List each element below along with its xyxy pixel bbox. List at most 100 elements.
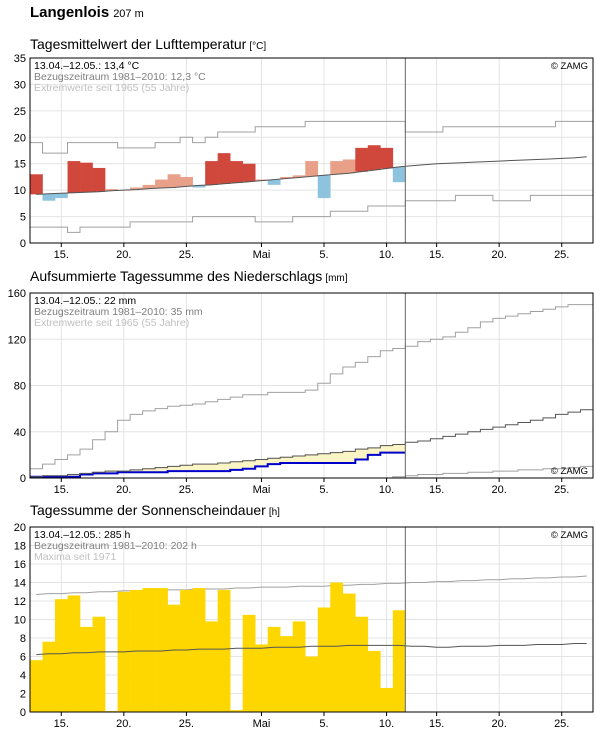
temperature-xtick-label: 5. [319,249,328,261]
sunshine-xtick-label: 10. [379,718,394,729]
precipitation-reference-line [30,409,593,478]
temperature-reference-line [36,156,587,195]
sunshine-day-bar [380,687,394,712]
precipitation-frame [29,292,594,479]
temperature-frame [29,57,594,244]
sunshine-day-bar [30,660,43,712]
precipitation-xtick-label: 5. [319,484,328,496]
temperature-day-bar [330,161,344,175]
temperature-day-bar [317,175,331,199]
temperature-xtick-label: 20. [492,249,507,261]
sunshine-day-bar [80,626,93,712]
temperature-ytick-label: 15 [14,159,26,171]
sunshine-frame [29,526,594,713]
sunshine-maxima-line [36,575,587,595]
precipitation-info-line: 13.04.–12.05.: 22 mm [34,295,136,307]
temperature-day-bar [42,193,56,201]
precipitation-ytick-label: 80 [14,381,26,393]
temperature-info-line: 13.04.–12.05.: 13,4 °C [34,60,140,72]
precipitation-ytick-label: 40 [14,427,26,439]
temperature-day-bar [380,147,394,169]
temperature-day-bar [105,189,118,191]
sunshine-day-bar [392,610,406,712]
temperature-title: Tagesmittelwert der Lufttemperatur [°C] [30,36,266,52]
sunshine-title-text: Tagessumme der Sonnenscheindauer [30,502,266,518]
precipitation-info-line: Extremwerte seit 1965 (55 Jahre) [34,317,189,329]
temperature-day-bar [280,176,294,179]
sunshine-ytick-label: 12 [14,596,26,608]
temperature-day-bar [130,187,143,190]
temperature-ytick-label: 10 [14,185,26,197]
temperature-xtick-label: 25. [179,249,194,261]
temperature-xtick-label: Mai [253,249,271,261]
sunshine-day-bar [180,589,193,712]
sunshine-day-bar [292,621,306,712]
precipitation-title: Aufsummierte Tagessumme des Niederschlag… [30,268,348,284]
sunshine-xtick-label: 25. [179,718,194,729]
temperature-unit: [°C] [249,41,267,52]
sunshine-day-bar [92,616,106,712]
precipitation-xtick-label: 20. [116,484,131,496]
temperature-xtick-label: 15. [54,249,69,261]
temperature-day-bar [55,193,68,199]
sunshine-day-bar [167,604,181,712]
temperature-day-bar [30,174,43,195]
sunshine-xtick-label: 20. [116,718,131,729]
sunshine-reference-line [36,643,587,656]
temperature-day-bar [305,161,319,177]
sunshine-info-line: 13.04.–12.05.: 285 h [34,529,130,541]
sunshine-ytick-label: 16 [14,559,26,571]
sunshine-xtick-label: 5. [319,718,328,729]
sunshine-day-bar [55,599,68,712]
sunshine-ytick-label: 0 [20,707,26,719]
temperature-credit: © ZAMG [551,61,588,72]
temperature-extreme-max-line [30,120,593,154]
station-altitude: 207 m [113,8,144,20]
sunshine-ytick-label: 10 [14,615,26,627]
sunshine-info-line: Maxima seit 1971 [34,551,116,563]
sunshine-ytick-label: 2 [20,689,26,701]
sunshine-xtick-label: 25. [554,718,569,729]
temperature-day-bar [155,179,168,189]
sunshine-ytick-label: 20 [14,522,26,534]
sunshine-xtick-label: 15. [429,718,444,729]
temperature-day-bar [230,161,243,183]
temperature-day-bar [267,179,281,185]
precipitation-ytick-label: 0 [20,473,26,485]
precipitation-ytick-label: 120 [8,334,26,346]
precipitation-ytick-label: 160 [8,288,26,300]
temperature-day-bar [205,161,218,185]
sunshine-ytick-label: 6 [20,652,26,664]
temperature-day-bar [242,163,256,182]
sunshine-day-bar [142,588,156,712]
temperature-day-bar [192,185,206,188]
sunshine-ytick-label: 4 [20,670,26,682]
sunshine-title: Tagessumme der Sonnenscheindauer [h] [30,502,280,518]
sunshine-unit: [h] [268,507,280,518]
temperature-day-bar [355,147,369,172]
precipitation-xtick-label: 15. [429,484,444,496]
sunshine-credit: © ZAMG [551,530,588,541]
sunshine-day-bar [67,595,81,712]
sunshine-day-bar [217,589,231,712]
temperature-day-bar [392,166,406,183]
precipitation-unit: [mm] [325,273,348,284]
sunshine-day-bar [205,621,218,712]
temperature-ytick-label: 25 [14,106,26,118]
precipitation-info-line: Bezugszeitraum 1981–2010: 35 mm [34,306,203,318]
temperature-ytick-label: 30 [14,79,26,91]
precipitation-title-text: Aufsummierte Tagessumme des Niederschlag… [30,268,323,284]
sunshine-day-bar [267,626,281,712]
precipitation-xtick-label: Mai [253,484,271,496]
temperature-day-bar [217,153,231,184]
temperature-ytick-label: 20 [14,132,26,144]
precipitation-chart: 0 40 80 120 160 15. 20. 25. Mai 5. 10. 15. 20. 25. 13.… [8,288,594,496]
sunshine-xtick-label: 20. [492,718,507,729]
temperature-day-bar [142,184,156,189]
sunshine-day-bar [317,607,331,712]
sunshine-xtick-label: Mai [253,718,271,729]
temperature-day-bar [342,159,356,174]
temperature-info-line: Extremwerte seit 1965 (55 Jahre) [34,82,189,94]
sunshine-day-bar [342,593,356,712]
sunshine-ytick-label: 14 [14,578,26,590]
